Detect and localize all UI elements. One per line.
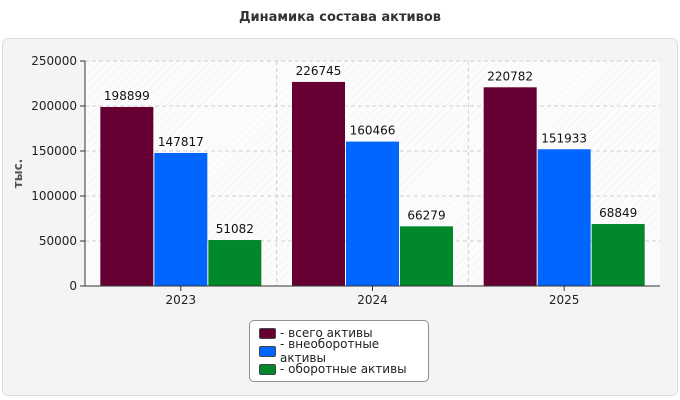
bar-value-label: 51082 xyxy=(216,222,254,236)
y-tick-label: 250000 xyxy=(31,54,77,68)
bar-value-label: 198899 xyxy=(104,89,150,103)
bar-value-label: 151933 xyxy=(541,131,587,145)
legend-item-current: - оборотные активы xyxy=(259,360,428,378)
x-tick-label: 2025 xyxy=(549,293,580,307)
chart-legend: - всего активы - внеоборотные активы - о… xyxy=(249,320,429,382)
y-tick-label: 150000 xyxy=(31,144,77,158)
legend-label-total: - всего активы xyxy=(280,326,373,340)
legend-label-noncurrent: - внеоборотные активы xyxy=(280,337,380,365)
bar xyxy=(154,152,208,286)
bar xyxy=(483,87,537,286)
bar-value-label: 160466 xyxy=(350,124,396,138)
bar xyxy=(292,81,345,286)
bar xyxy=(100,106,154,286)
y-tick-label: 0 xyxy=(69,279,77,293)
bar xyxy=(208,240,262,286)
bar-value-label: 220782 xyxy=(487,69,533,83)
bar-value-label: 147817 xyxy=(158,135,204,149)
legend-label-current: - оборотные активы xyxy=(280,362,407,376)
y-tick-label: 50000 xyxy=(39,234,77,248)
bar xyxy=(537,149,591,286)
legend-item-noncurrent: - внеоборотные активы xyxy=(259,337,428,365)
bar-value-label: 68849 xyxy=(599,206,637,220)
x-tick-label: 2024 xyxy=(357,293,388,307)
legend-item-total: - всего активы xyxy=(259,324,428,342)
bar-value-label: 226745 xyxy=(296,64,342,78)
bar xyxy=(400,226,453,286)
chart-title: Динамика состава активов xyxy=(238,10,442,25)
bar xyxy=(591,224,645,286)
bar xyxy=(346,141,399,286)
legend-swatch-noncurrent xyxy=(259,345,276,357)
bar-value-label: 66279 xyxy=(407,208,445,222)
y-tick-label: 100000 xyxy=(31,189,77,203)
y-axis-label: тыс. xyxy=(11,159,25,188)
legend-swatch-current xyxy=(259,363,276,375)
x-tick-label: 2023 xyxy=(166,293,197,307)
y-tick-label: 200000 xyxy=(31,99,77,113)
legend-swatch-total xyxy=(259,327,276,339)
